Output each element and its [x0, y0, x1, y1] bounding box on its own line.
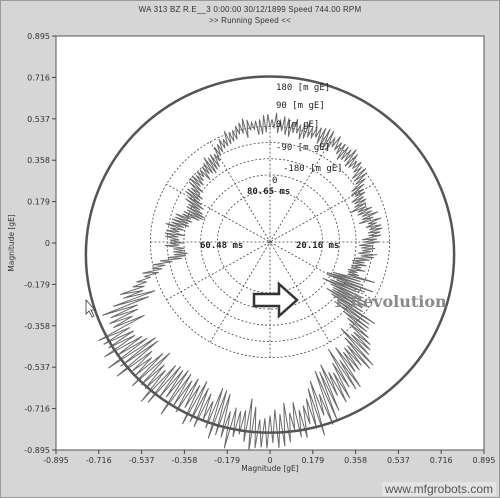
time-label-right: 20.16 ms — [296, 241, 339, 251]
y-tick-label: 0 — [45, 239, 50, 248]
time-label-top: 80.65 ms — [247, 187, 290, 197]
x-tick-label: -0.895 — [43, 456, 69, 465]
time-label-left: 60.48 ms — [200, 241, 243, 251]
x-tick-label: 0.537 — [387, 456, 410, 465]
orbit-trace — [98, 112, 383, 450]
x-tick-label: 0.179 — [301, 456, 324, 465]
plot-header-info: WA 313 BZ R.E__3 0:00:00 30/12/1899 Spee… — [138, 5, 362, 14]
y-axis-label: Magnitude [gE] — [7, 214, 16, 272]
x-tick-label: -0.537 — [129, 456, 155, 465]
plot-header-mode: >> Running Speed << — [208, 16, 292, 25]
polar-grid-spoke — [209, 141, 331, 343]
x-tick-label: -0.358 — [172, 456, 198, 465]
y-tick-label: 0.179 — [27, 198, 50, 207]
x-tick-label: 0.895 — [473, 456, 496, 465]
x-tick-label: 0.716 — [430, 456, 453, 465]
x-axis-label: Magnitude [gE] — [241, 464, 299, 473]
y-tick-label: -0.716 — [24, 405, 50, 414]
ring-label: 0 — [272, 176, 277, 186]
watermark: www.mfgrobots.com — [381, 482, 496, 496]
y-tick-label: 0.716 — [27, 73, 50, 82]
y-tick-label: -0.358 — [24, 322, 50, 331]
revolution-annotation: 1 Revolution — [333, 292, 447, 311]
ring-label: -90 [m gE] — [276, 143, 330, 153]
x-tick-label: -0.179 — [214, 456, 240, 465]
y-tick-label: 0.358 — [27, 156, 50, 165]
y-tick-label: -0.179 — [24, 280, 50, 289]
rotation-direction-arrow-icon — [252, 281, 299, 319]
y-tick-label: -0.895 — [24, 446, 50, 455]
y-tick-label: 0.537 — [27, 115, 50, 124]
arrow-cursor-icon — [85, 298, 96, 318]
ring-label: 90 [m gE] — [276, 101, 325, 111]
x-tick-label: 0 — [267, 456, 272, 465]
y-tick-label: 0.895 — [27, 32, 50, 41]
plot-area — [55, 35, 485, 451]
polar-grid-spoke — [166, 183, 374, 301]
polar-grid-spoke — [166, 183, 374, 301]
ring-label: 180 [m gE] — [276, 83, 330, 93]
y-tick-label: -0.537 — [24, 363, 50, 372]
x-tick-label: 0.358 — [344, 456, 367, 465]
x-tick-label: -0.716 — [86, 456, 112, 465]
ring-label: -180 [m gE] — [283, 164, 343, 174]
ring-label: 0 [m gE] — [276, 120, 319, 130]
reference-circle — [84, 75, 456, 434]
